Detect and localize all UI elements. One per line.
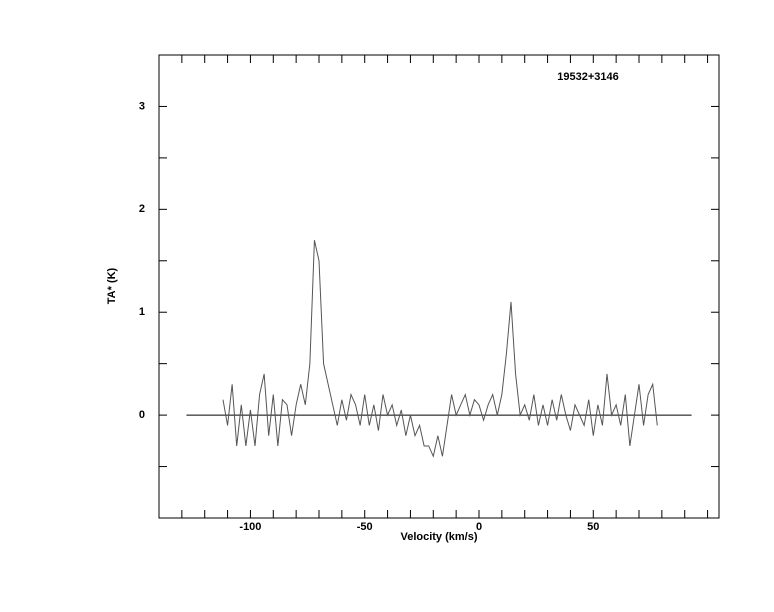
y-tick-label: 2 [139,203,145,215]
plot-frame [158,54,720,519]
x-tick-label: -50 [357,521,373,533]
x-tick-label: 0 [476,521,482,533]
y-tick-label: 3 [139,100,145,112]
x-axis-label: Velocity (km/s) [400,531,477,543]
spectrum-line [222,240,658,458]
x-tick-label: -100 [239,521,261,533]
annotation: 19532+3146 [557,71,618,83]
y-tick-label: 0 [139,409,145,421]
y-tick-label: 1 [139,306,145,318]
x-tick-label: 50 [587,521,599,533]
y-axis-label: TA* (K) [106,267,118,304]
